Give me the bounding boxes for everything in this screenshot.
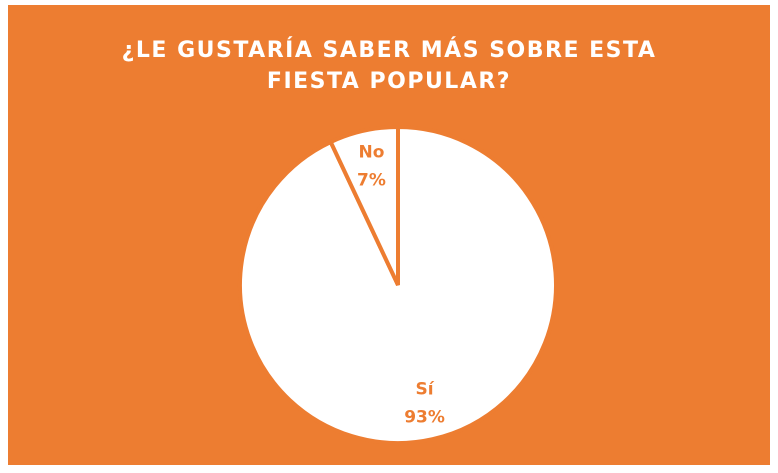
slice-value-label: 7% bbox=[357, 170, 386, 190]
slice-value-label: 93% bbox=[404, 408, 445, 428]
slice-category-label: Sí bbox=[416, 380, 435, 400]
chart: Sí 93% No 7% ¿LE GUSTARÍA SABER MÁS SOBRE E… bbox=[8, 5, 770, 465]
pie-slice bbox=[328, 124, 400, 286]
chart-title: ¿LE GUSTARÍA SABER MÁS SOBRE ESTA FIESTA… bbox=[121, 38, 657, 94]
title-box: ¿LE GUSTARÍA SABER MÁS SOBRE ESTA FIESTA… bbox=[8, 35, 770, 97]
pie-chart: Sí 93% No 7% bbox=[238, 124, 558, 445]
slice-category-label: No bbox=[358, 142, 384, 162]
